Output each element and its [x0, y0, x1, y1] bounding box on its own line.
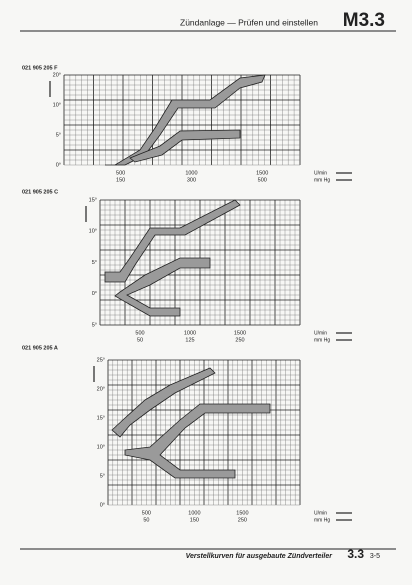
curve-band: [104, 199, 241, 283]
unit-label: U/min: [314, 170, 327, 176]
x-tick-label: 1000: [184, 330, 196, 336]
x-tick-label: 1500: [236, 510, 248, 516]
y-tick-label: 10°: [53, 102, 61, 108]
x-tick-label: 500: [258, 177, 267, 183]
header-title: Zündanlage — Prüfen und einstellen: [180, 17, 318, 27]
x-tick-label: 250: [238, 517, 247, 523]
footer-title: Verstellkurven für ausgebaute Zündvertei…: [186, 553, 334, 560]
x-tick-label: 50: [143, 517, 149, 523]
x-tick-label: 300: [187, 177, 196, 183]
y-tick-label: 5°: [92, 260, 97, 266]
y-tick-label: 10°: [97, 444, 105, 450]
unit-label: mm Hg: [314, 337, 330, 343]
x-tick-label: 1500: [256, 170, 268, 176]
curve-band: [114, 257, 211, 317]
x-tick-label: 125: [185, 337, 194, 343]
curve-band: [124, 403, 271, 479]
x-tick-label: 1500: [234, 330, 246, 336]
x-tick-label: 500: [142, 510, 151, 516]
y-tick-label: 5°: [56, 132, 61, 138]
y-tick-label: 10°: [89, 229, 97, 235]
bands: [104, 74, 271, 479]
footer-section: 3.3: [347, 547, 364, 561]
y-tick-label: 0°: [92, 291, 97, 297]
unit-label: mm Hg: [314, 177, 330, 183]
chart-label: 021 905 205 A: [22, 345, 58, 351]
chart-label: 021 905 205 F: [22, 65, 58, 71]
x-tick-label: 1000: [185, 170, 197, 176]
unit-label: mm Hg: [314, 517, 330, 523]
chart-grid: [63, 74, 301, 166]
y-tick-label: 15°: [89, 197, 97, 203]
y-tick-label: 25°: [97, 357, 105, 363]
y-tick-label: 15°: [97, 415, 105, 421]
y-tick-label: 5°: [100, 473, 105, 479]
x-tick-label: 250: [235, 337, 244, 343]
chart-label: 021 905 205 C: [22, 189, 58, 195]
curve-band: [111, 367, 216, 438]
chart-grid: [107, 359, 301, 506]
y-tick-label: 0°: [100, 502, 105, 508]
y-tick-label: 0°: [56, 162, 61, 168]
curve-band: [129, 129, 241, 163]
y-tick-label: 5°: [92, 322, 97, 328]
curve-band: [105, 74, 266, 166]
x-tick-label: 500: [116, 170, 125, 176]
footer-page: 3-5: [370, 553, 380, 560]
x-tick-label: 50: [137, 337, 143, 343]
unit-label: U/min: [314, 330, 327, 336]
x-tick-label: 500: [135, 330, 144, 336]
x-tick-label: 150: [116, 177, 125, 183]
unit-label: U/min: [314, 510, 327, 516]
header-code: M3.3: [343, 10, 385, 31]
x-tick-label: 1000: [188, 510, 200, 516]
y-tick-label: 20°: [97, 386, 105, 392]
y-tick-label: 20°: [53, 72, 61, 78]
x-tick-label: 150: [190, 517, 199, 523]
